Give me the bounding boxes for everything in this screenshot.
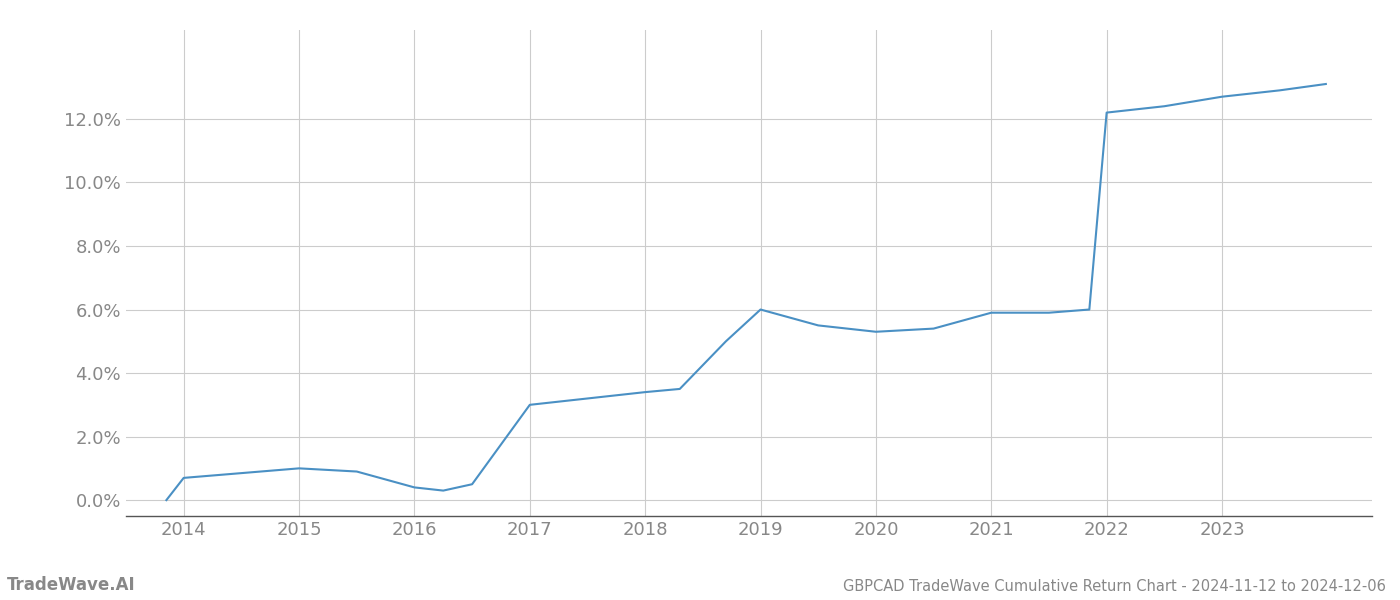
Text: GBPCAD TradeWave Cumulative Return Chart - 2024-11-12 to 2024-12-06: GBPCAD TradeWave Cumulative Return Chart… — [843, 579, 1386, 594]
Text: TradeWave.AI: TradeWave.AI — [7, 576, 136, 594]
